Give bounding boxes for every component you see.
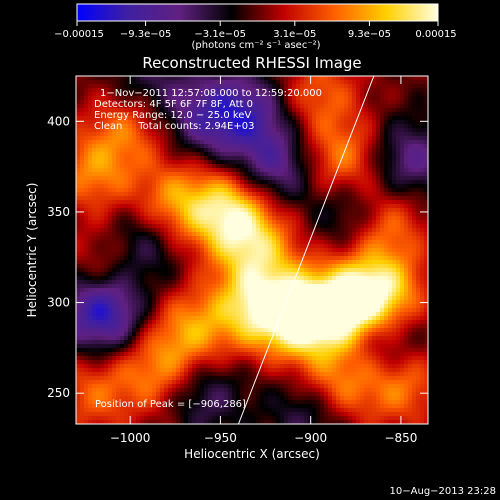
y-tick-label: 300	[47, 296, 70, 310]
x-axis-ticks: −1000 −950 −900 −850	[110, 76, 417, 445]
y-tick-label: 400	[47, 114, 70, 128]
y-tick-label: 250	[47, 386, 70, 400]
annotation-energy-range: Energy Range: 12.0 − 25.0 keV	[94, 110, 251, 121]
annotation-detectors: Detectors: 4F 5F 6F 7F 8F, Att 0	[94, 99, 253, 110]
colorbar-tick-label: 3.1e−05	[273, 29, 316, 40]
chart-title: Reconstructed RHESSI Image	[142, 54, 361, 72]
colorbar-tick-label: −3.1e−05	[194, 29, 246, 40]
x-tick-label: −1000	[110, 431, 151, 445]
footer-timestamp: 10−Aug−2013 23:28	[390, 486, 496, 497]
annotation-clean-counts: Clean Total counts: 2.94E+03	[94, 121, 254, 132]
x-tick-label: −950	[204, 431, 237, 445]
y-axis-ticks: 250 300 350 400	[47, 114, 428, 400]
plot-frame	[75, 75, 429, 425]
colorbar	[76, 3, 439, 22]
x-tick-label: −900	[294, 431, 327, 445]
colorbar-ticks: −0.00015 −9.3e−05 −3.1e−05 3.1e−05 9.3e−05 0.…	[54, 21, 457, 40]
colorbar-tick-label: −9.3e−05	[120, 29, 172, 40]
colorbar-tick-label: −0.00015	[54, 29, 104, 40]
y-tick-label: 350	[47, 205, 70, 219]
x-axis-label: Heliocentric X (arcsec)	[184, 447, 320, 461]
colorbar-tick-label: 0.00015	[415, 29, 456, 40]
colorbar-tick-label: 9.3e−05	[348, 29, 391, 40]
colorbar-units-label: (photons cm⁻² s⁻¹ asec⁻²)	[191, 40, 320, 51]
x-tick-label: −850	[384, 431, 417, 445]
peak-position-label: Position of Peak = [−906,286]	[95, 399, 246, 410]
solar-limb-line	[237, 75, 375, 425]
annotation-time-range: 1−Nov−2011 12:57:08.000 to 12:59:20.000	[100, 88, 322, 99]
y-axis-label: Heliocentric Y (arcsec)	[25, 183, 39, 318]
